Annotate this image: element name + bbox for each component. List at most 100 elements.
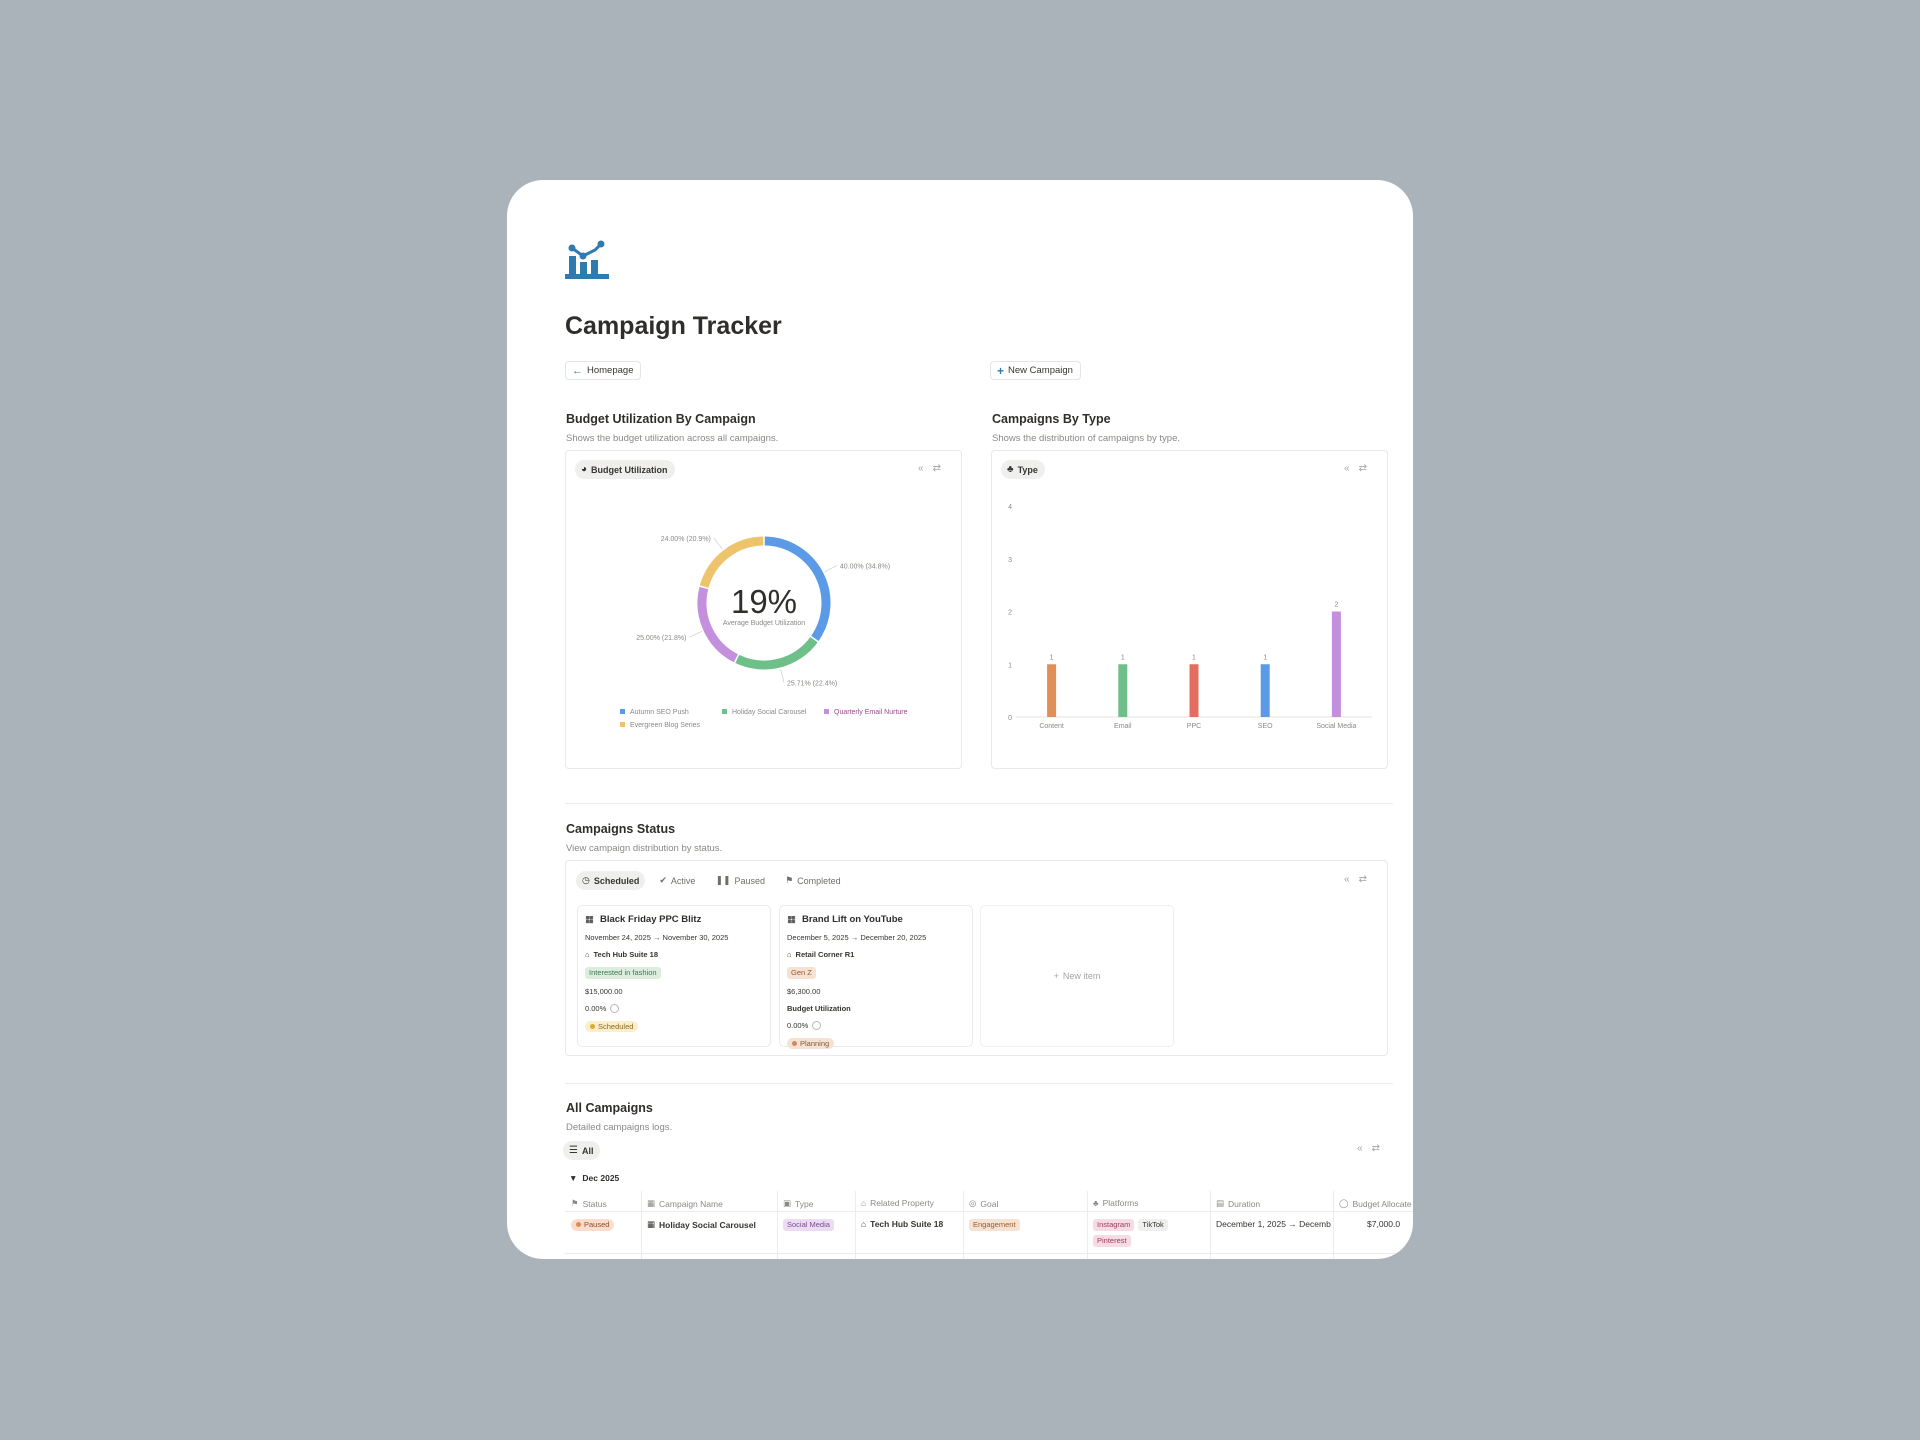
settings-icon[interactable]: ⇄ [1358,463,1367,474]
platform-tag: Pinterest [1093,1235,1131,1247]
section-divider [565,1083,1393,1084]
donut-slice[interactable] [697,586,739,663]
settings-icon[interactable]: ⇄ [1358,874,1367,885]
column-divider [963,1191,964,1259]
x-tick-label: SEO [1258,723,1273,730]
budget-section-title: Budget Utilization By Campaign [566,412,756,426]
tab-scheduled[interactable]: ◷ Scheduled [576,871,646,890]
budget-donut-chart: 40.00% (34.8%) 25.71% (22.4%) 25.00% (21.8… [620,536,908,729]
column-header[interactable]: ▣ Type [783,1198,813,1209]
column-divider [1087,1191,1088,1259]
briefcase-icon: ▣ [783,1198,792,1208]
view-tab-label: All [581,1145,594,1156]
new-campaign-button[interactable]: + New Campaign [990,361,1081,380]
bar[interactable] [1118,664,1128,717]
campaign-card-utilization: 0.00% [585,1003,607,1013]
bar-data-label: 1 [1263,654,1267,661]
column-label: Budget Allocate [1352,1198,1412,1209]
slice-data-label: 25.00% (21.8%) [636,635,686,642]
status-badge: Planning [787,1037,835,1049]
group-label: Dec 2025 [582,1173,620,1183]
legend-label[interactable]: Evergreen Blog Series [630,722,701,729]
bar[interactable] [1260,664,1270,717]
arrow-left-icon: ← [572,364,583,377]
campaign-card-budget: $6,300.00 [787,986,821,996]
new-item-button[interactable]: + New item [980,905,1174,1047]
bar[interactable] [1047,664,1057,717]
budget-chart-panel: ◕ Budget Utilization « ⇄ 40.00% (34.8%) 2… [565,450,962,769]
slice-leader-line [780,668,785,683]
column-label: Related Property [870,1198,934,1208]
bar-data-label: 1 [1192,654,1196,661]
legend-label[interactable]: Quarterly Email Nurture [834,709,908,716]
shapes-icon: ♣ [1093,1198,1099,1208]
platform-tag: Instagram [1093,1219,1135,1231]
tab-label: Active [670,875,696,886]
slice-data-label: 25.71% (22.4%) [787,681,837,688]
column-label: Type [795,1198,814,1209]
bar[interactable] [1331,611,1341,718]
column-header[interactable]: ▤ Duration [1216,1198,1260,1209]
status-badge-label: Paused [584,1220,610,1229]
collapse-icon[interactable]: « [918,463,924,474]
type-chart-panel: ♣ Type « ⇄ 0 1 2 3 4 1 Content 1 Email 1 PPC 1 SEO 2 S… [991,450,1388,769]
view-tab-label: Type [1017,464,1038,475]
bar[interactable] [1189,664,1199,717]
settings-icon[interactable]: ⇄ [932,463,941,474]
x-tick-label: Content [1039,723,1064,730]
group-header[interactable]: ▼ Dec 2025 [569,1173,619,1183]
campaign-icon: ▦ [585,914,594,925]
tab-active[interactable]: ✔ Active [653,871,701,890]
collapse-icon[interactable]: « [1344,874,1350,885]
homepage-button[interactable]: ← Homepage [565,361,642,380]
column-label: Status [582,1198,607,1209]
campaign-card-dates: November 24, 2025 → November 30, 2025 [585,933,729,942]
campaign-card[interactable]: ▦ Brand Lift on YouTube December 5, 2025… [779,905,973,1049]
column-header[interactable]: ◯ Budget Allocate [1339,1198,1412,1209]
flag-icon: ⚑ [785,875,794,885]
related-property: Tech Hub Suite 18 [870,1219,944,1229]
legend-swatch [620,709,625,714]
campaign-card-utilization-label: Budget Utilization [787,1003,851,1013]
homepage-button-label: Homepage [587,365,634,376]
view-tab-all[interactable]: ☰ All [563,1141,601,1160]
new-item-label: New item [1062,971,1101,981]
status-badge: Paused [571,1219,615,1231]
column-header[interactable]: ♣ Platforms [1093,1198,1138,1208]
collapse-icon[interactable]: « [1344,463,1350,474]
status-badge-label: Scheduled [598,1021,634,1031]
coins-icon: ◯ [1339,1198,1349,1208]
column-divider [641,1191,642,1259]
donut-slice[interactable] [699,536,764,588]
type-tag: Social Media [783,1219,834,1231]
column-header[interactable]: ▦ Campaign Name [647,1198,723,1209]
campaign-chart-icon [565,240,609,279]
campaign-card[interactable]: ▦ Black Friday PPC Blitz November 24, 20… [577,905,771,1047]
column-header[interactable]: ⚑ Status [571,1198,607,1209]
view-tab-type[interactable]: ♣ Type [1001,460,1045,479]
donut-slice[interactable] [735,636,818,670]
legend-label[interactable]: Holiday Social Carousel [732,709,807,716]
settings-icon[interactable]: ⇄ [1371,1143,1380,1154]
slice-data-label: 40.00% (34.8%) [840,563,890,570]
calendar-icon: ▤ [1216,1198,1225,1208]
table-row-border [565,1253,1413,1254]
view-tab-budget-utilization[interactable]: ◕ Budget Utilization [575,460,675,479]
status-board-panel: ◷ Scheduled ✔ Active ❚❚ Paused ⚑ Complet… [565,860,1388,1056]
donut-slice[interactable] [764,536,831,641]
tab-paused[interactable]: ❚❚ Paused [709,871,771,890]
column-label: Platforms [1102,1198,1139,1208]
legend-label[interactable]: Autumn SEO Push [630,709,689,716]
y-tick-label: 1 [1008,662,1012,669]
progress-ring-icon [610,1003,620,1013]
type-bar-chart: 0 1 2 3 4 1 Content 1 Email 1 PPC 1 SEO 2 Social Media [1008,504,1372,730]
collapse-icon[interactable]: « [1357,1143,1363,1154]
donut-center-label: Average Budget Utilization [723,620,805,627]
status-section-subtitle: View campaign distribution by status. [566,843,723,854]
tab-completed[interactable]: ⚑ Completed [779,871,847,890]
campaign-icon: ▦ [787,914,796,925]
all-section-title: All Campaigns [566,1101,653,1115]
plus-icon: + [997,363,1005,378]
column-header[interactable]: ⌂ Related Property [861,1198,934,1208]
column-header[interactable]: ◎ Goal [969,1198,998,1209]
